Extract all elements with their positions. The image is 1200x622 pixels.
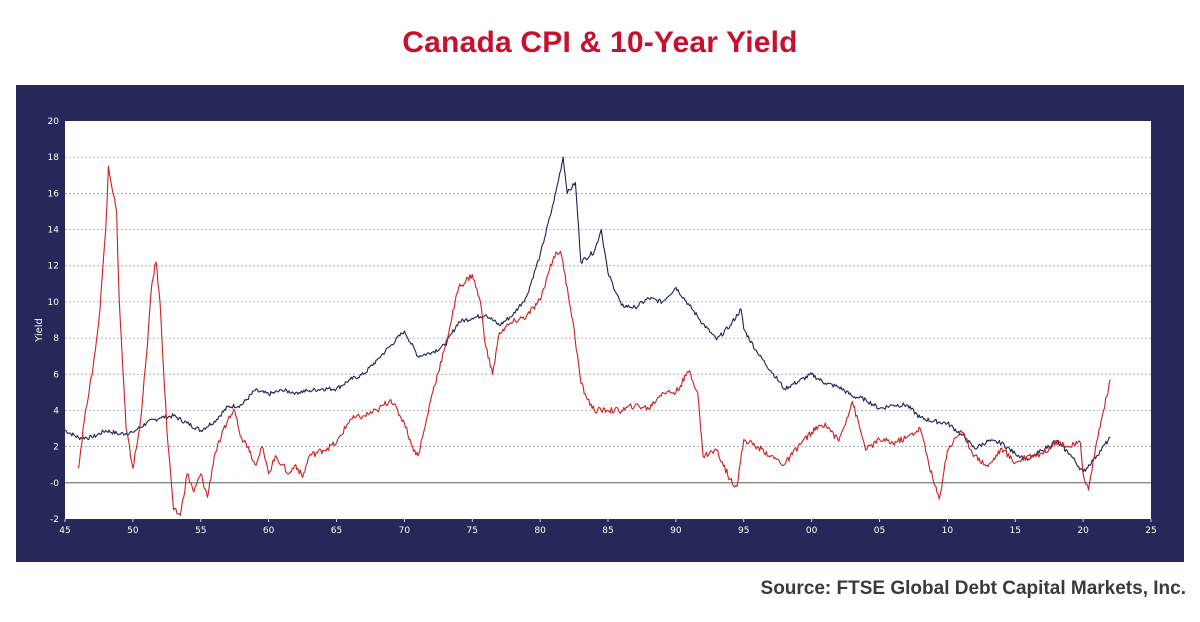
y-tick-label: -0 <box>50 479 59 489</box>
series-line-yield <box>64 156 1111 473</box>
y-tick-label: 14 <box>48 226 60 236</box>
x-tick-label: 70 <box>399 526 411 536</box>
y-tick-label: 2 <box>53 443 59 453</box>
x-tick-label: 15 <box>1010 526 1021 536</box>
y-axis-ticks: -2 -0 2 4 6 8 10 12 14 16 18 20 <box>48 117 60 525</box>
x-tick-label: 10 <box>942 526 954 536</box>
y-tick-label: 6 <box>53 370 59 380</box>
x-tick-label: 20 <box>1077 526 1089 536</box>
y-tick-label: 20 <box>48 117 60 127</box>
series-group <box>64 156 1111 516</box>
x-tick-label: 65 <box>331 526 342 536</box>
y-tick-label: 16 <box>48 189 60 199</box>
x-tick-label: 05 <box>874 526 885 536</box>
x-tick-label: 80 <box>534 526 546 536</box>
x-tick-label: 45 <box>59 526 70 536</box>
y-tick-label: 4 <box>53 406 59 416</box>
y-tick-label: 12 <box>48 262 59 272</box>
x-tick-label: 90 <box>670 526 682 536</box>
x-tick-label: 60 <box>263 526 275 536</box>
chart-frame: 45 50 55 60 65 70 75 80 85 90 95 00 05 10 15 20 25 -2 -0 2… <box>16 85 1184 562</box>
source-note: Source: FTSE Global Debt Capital Markets… <box>760 578 1186 599</box>
series-line-cpi <box>78 165 1111 516</box>
y-axis-label: Yield <box>34 318 45 343</box>
x-tick-label: 75 <box>467 526 478 536</box>
y-tick-label: 8 <box>53 334 59 344</box>
x-tick-label: 50 <box>127 526 139 536</box>
x-tick-label: 25 <box>1145 526 1156 536</box>
y-tick-label: 18 <box>48 153 60 163</box>
y-tick-label: -2 <box>50 515 59 525</box>
x-tick-label: 85 <box>602 526 613 536</box>
x-tick-label: 00 <box>806 526 818 536</box>
chart-title: Canada CPI & 10-Year Yield <box>402 26 798 59</box>
x-tick-label: 55 <box>195 526 206 536</box>
plot-area <box>65 121 1151 519</box>
y-tick-label: 10 <box>48 298 60 308</box>
gridlines <box>65 156 1151 484</box>
line-chart: 45 50 55 60 65 70 75 80 85 90 95 00 05 10 15 20 25 -2 -0 2… <box>34 117 1157 536</box>
x-axis-ticks: 45 50 55 60 65 70 75 80 85 90 95 00 05 10 15 20 25 <box>59 519 1157 536</box>
x-tick-label: 95 <box>738 526 749 536</box>
